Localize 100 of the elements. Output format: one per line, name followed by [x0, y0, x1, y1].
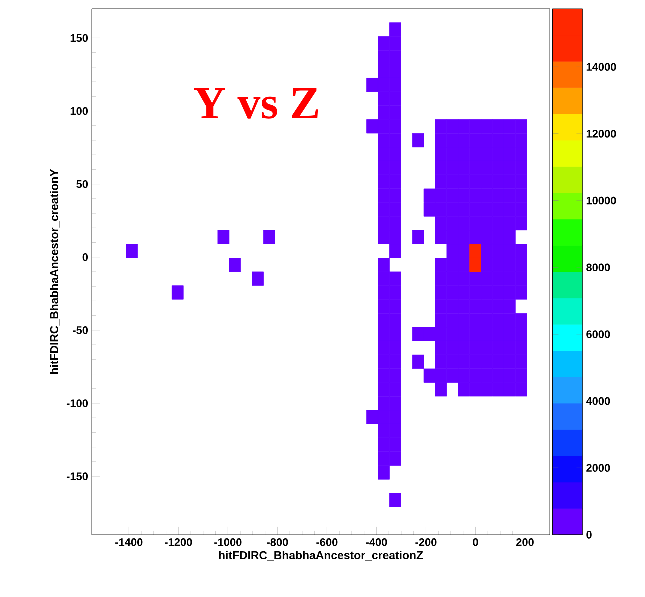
point [378, 438, 390, 452]
point [458, 368, 470, 383]
color-bar-label: 2000 [586, 464, 610, 472]
point [435, 202, 448, 217]
point [458, 258, 470, 272]
point [435, 147, 448, 162]
point [515, 202, 528, 217]
point [378, 313, 390, 328]
point [515, 368, 528, 383]
point [424, 202, 436, 217]
point [378, 174, 390, 190]
point [390, 106, 402, 120]
point [515, 382, 528, 397]
point [435, 161, 448, 176]
point [435, 300, 448, 314]
x-tick-label: 0 [473, 538, 478, 546]
point [435, 354, 448, 370]
point [172, 286, 184, 300]
y-tick-label: 0 [82, 254, 88, 262]
point [458, 272, 470, 286]
point [218, 230, 230, 244]
point [515, 120, 528, 134]
color-bar-label: 8000 [586, 264, 610, 272]
point [435, 313, 448, 328]
point [378, 133, 390, 148]
point [390, 452, 402, 466]
point [390, 50, 402, 65]
point [378, 50, 390, 65]
point [515, 327, 528, 342]
point [515, 272, 528, 286]
point [390, 272, 402, 286]
point [378, 92, 390, 106]
point [515, 313, 528, 328]
point [515, 354, 528, 370]
point [390, 64, 402, 78]
point [435, 327, 448, 342]
point [378, 286, 390, 300]
point [515, 341, 528, 356]
point [390, 174, 402, 190]
point [458, 120, 470, 134]
point [378, 354, 390, 370]
point [481, 120, 493, 134]
point [378, 424, 390, 438]
point [390, 300, 402, 314]
point [378, 78, 390, 92]
point [435, 120, 448, 134]
y-tick-label: 50 [76, 180, 88, 188]
point [504, 244, 516, 258]
point [504, 216, 516, 231]
point [435, 133, 448, 148]
point [412, 230, 424, 244]
point [515, 133, 528, 148]
point [504, 300, 516, 314]
point [481, 382, 493, 397]
point [504, 382, 516, 397]
point [470, 120, 482, 134]
point [378, 272, 390, 286]
x-tick-label: -1200 [165, 538, 192, 546]
color-bar-label: 0 [586, 531, 592, 539]
point [390, 133, 402, 148]
point [412, 133, 424, 148]
point [515, 244, 528, 258]
point [435, 258, 448, 272]
point [378, 188, 390, 203]
point [378, 147, 390, 162]
x-tick-label: -600 [316, 538, 338, 546]
point [126, 244, 138, 258]
point [435, 216, 448, 231]
y-tick-label: 150 [70, 34, 88, 42]
point [390, 313, 402, 328]
point [515, 216, 528, 231]
text: Y vs Z [194, 88, 318, 119]
point [481, 244, 493, 258]
point [458, 244, 470, 258]
point [229, 258, 242, 272]
point [252, 272, 264, 286]
point [378, 466, 390, 480]
point [378, 106, 390, 120]
point [424, 327, 436, 342]
point [378, 396, 390, 411]
point [378, 410, 390, 424]
x-tick-label: -1400 [116, 538, 143, 546]
point [390, 286, 402, 300]
point [515, 147, 528, 162]
point [504, 313, 516, 328]
point [390, 341, 402, 356]
point [390, 36, 402, 51]
x-axis-title: hitFDIRC_BhabhaAncestor_creationZ [219, 551, 424, 561]
point [424, 188, 436, 203]
point [435, 286, 448, 300]
point [390, 78, 402, 92]
point [435, 174, 448, 190]
point [390, 493, 402, 508]
point [390, 382, 402, 397]
point [378, 161, 390, 176]
point [390, 230, 402, 244]
point [378, 230, 390, 244]
point [390, 368, 402, 383]
point [390, 244, 402, 258]
point [378, 300, 390, 314]
